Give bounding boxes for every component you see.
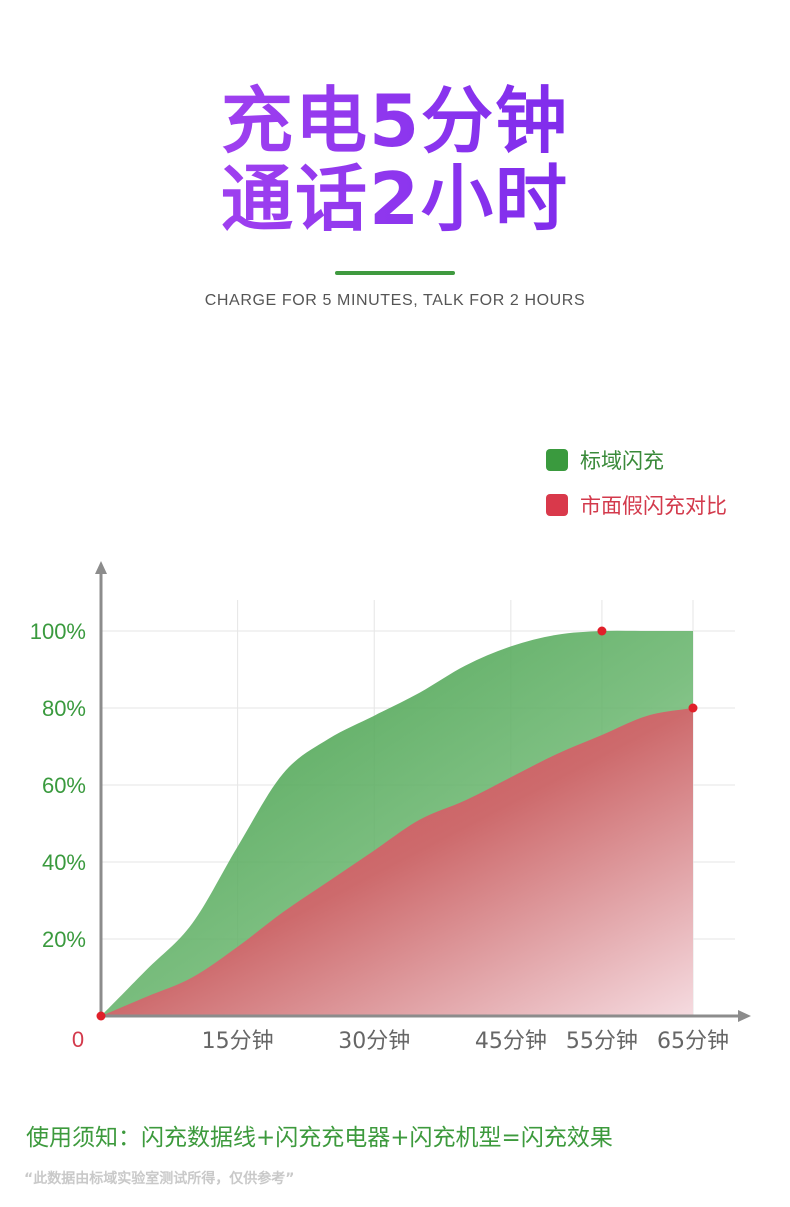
x-tick-label: 55分钟 (566, 1029, 638, 1054)
series-area-fake-charge (101, 708, 693, 1016)
origin-label: 0 (72, 1027, 84, 1052)
headline-line-2: 通话2小时 (0, 160, 790, 238)
legend-label-fake-charge: 市面假闪充对比 (580, 494, 727, 518)
x-tick-label: 30分钟 (338, 1029, 410, 1054)
title-divider (335, 271, 455, 275)
y-axis-arrow (95, 561, 107, 574)
y-tick-label: 40% (42, 850, 86, 875)
axes (95, 561, 751, 1022)
x-tick-label: 15分钟 (202, 1029, 274, 1054)
legend-item-fake-charge: 市面假闪充对比 (546, 492, 727, 518)
subtitle: CHARGE FOR 5 MINUTES, TALK FOR 2 HOURS (204, 292, 586, 309)
y-tick-label: 100% (30, 619, 86, 644)
x-axis-arrow (738, 1010, 751, 1022)
legend-swatch-green (546, 449, 568, 471)
disclaimer: “此数据由标域实验室测试所得，仅供参考” (24, 1171, 295, 1187)
data-point-marker (688, 703, 698, 713)
y-tick-label: 60% (42, 773, 86, 798)
data-point-marker (597, 626, 607, 636)
data-markers (96, 626, 698, 1021)
tick-labels: 20% 40% 60% 80% 100% 0 15分钟 30分钟 45分钟 55分钟 65分钟 (30, 619, 729, 1054)
y-tick-label: 20% (42, 927, 86, 952)
x-tick-label: 65分钟 (657, 1029, 729, 1054)
legend-swatch-red (546, 494, 568, 516)
legend-label-fast-charge: 标域闪充 (580, 449, 664, 473)
legend-item-fast-charge: 标域闪充 (546, 447, 664, 473)
x-tick-label: 45分钟 (475, 1029, 547, 1054)
data-point-marker (96, 1011, 106, 1021)
headline-line-1: 充电5分钟 (0, 82, 790, 160)
usage-note: 使用须知：闪充数据线+闪充充电器+闪充机型=闪充效果 (26, 1125, 613, 1151)
y-tick-label: 80% (42, 696, 86, 721)
area-series (101, 630, 693, 1016)
